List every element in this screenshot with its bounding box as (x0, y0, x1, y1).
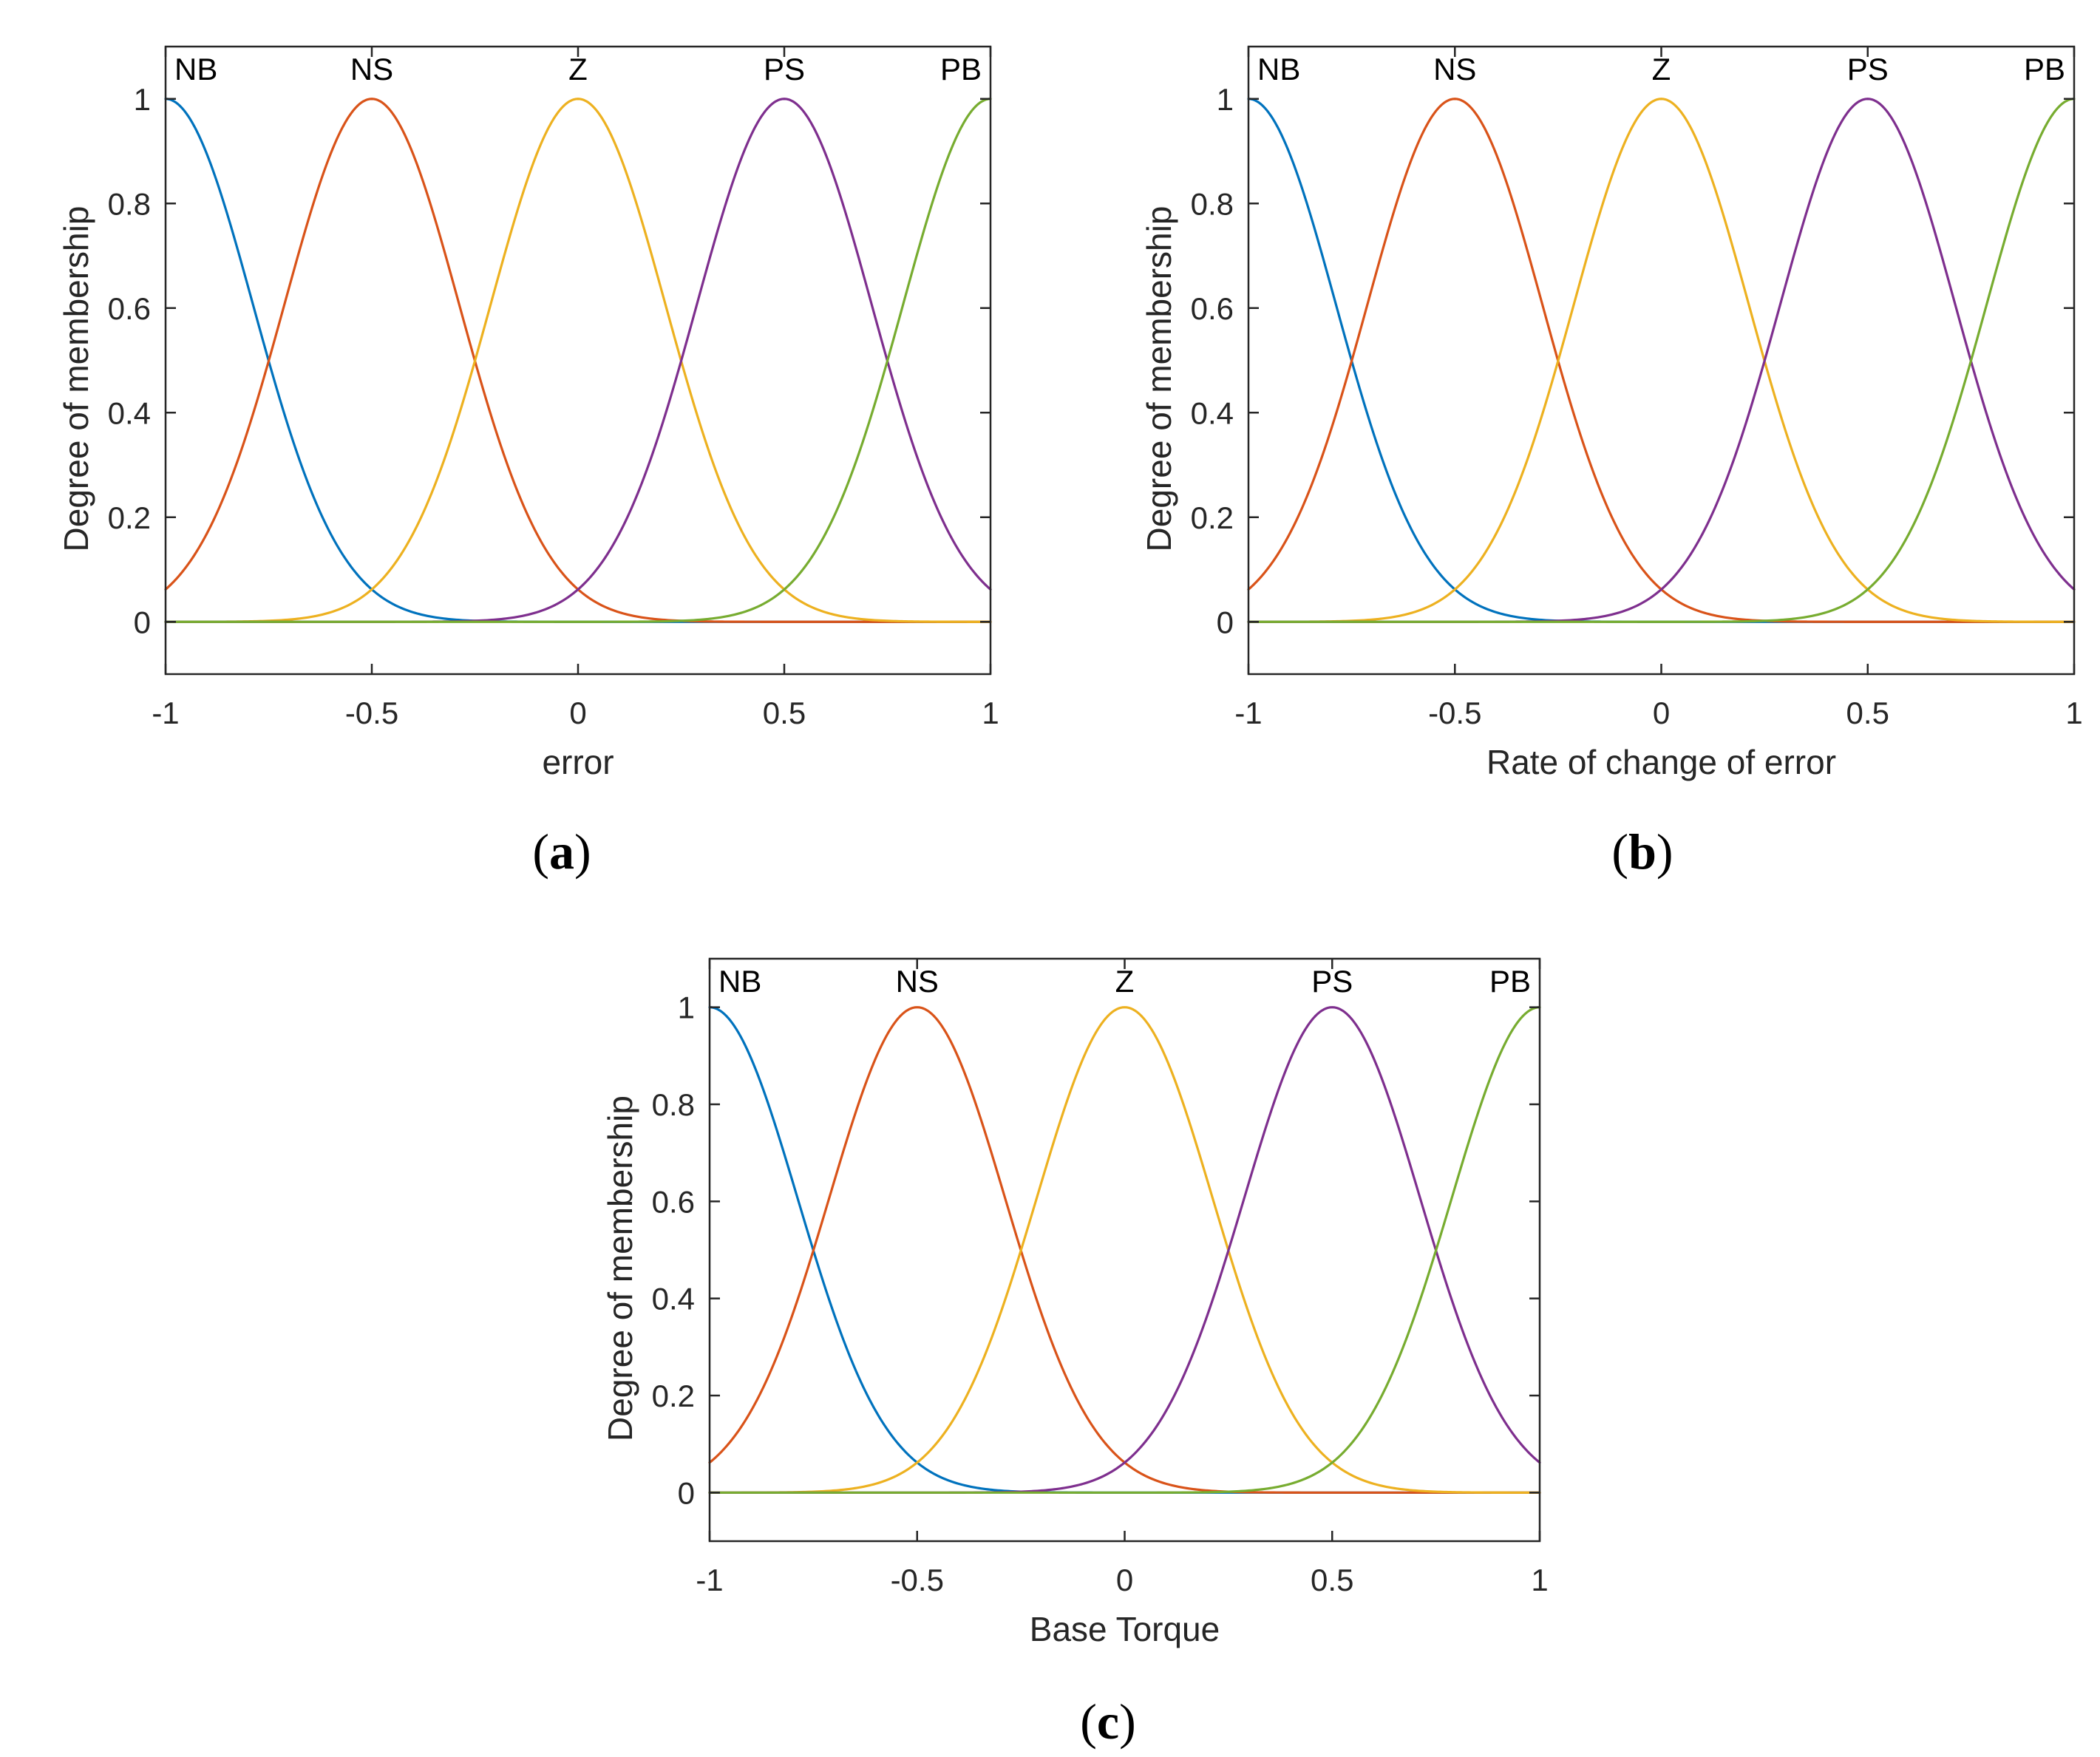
panel-b-axes-frame (1247, 45, 2076, 676)
panel-c-xtick-label: -1 (696, 1563, 723, 1597)
panel-b-xtick-label: 1 (2065, 696, 2082, 730)
panel-c-ytick-label: 0.6 (652, 1184, 695, 1219)
panel-b-xtick-label: 0.5 (1846, 696, 1889, 730)
panel-c-axes-frame (708, 957, 1541, 1543)
panel-b-mf-label-ns: NS (1433, 52, 1476, 86)
panel-a-xtick-label: 0 (569, 696, 586, 730)
panel-c-mf-label-ps: PS (1311, 964, 1353, 999)
panel-c-series-z-line (708, 1006, 1541, 1494)
panel-c-xtick-label: 1 (1531, 1563, 1548, 1597)
panel-a-series-pb-line (164, 98, 992, 623)
panel-b-mf-label-ps: PS (1847, 52, 1889, 86)
panel-c-xtick-label: 0.5 (1311, 1563, 1353, 1597)
panel-a-xtick-label: 0.5 (763, 696, 806, 730)
panel-c-x-axis-label: Base Torque (1030, 1610, 1220, 1648)
panel-b-ytick-label: 1 (1217, 82, 1234, 117)
panel-a-xtick-label: -1 (152, 696, 179, 730)
panel-a-xtick-label: 1 (982, 696, 999, 730)
panel-a-ytick-label: 0.8 (108, 186, 151, 221)
panel-c-ytick-label: 1 (678, 990, 695, 1025)
panel-b-series-ns-line (1247, 98, 2076, 623)
panel-a-mf-label-pb: PB (940, 52, 982, 86)
panel-a-series-nb-line (164, 98, 992, 623)
panel-b-ytick-label: 0 (1217, 605, 1234, 639)
panel-a-ytick-label: 1 (134, 82, 151, 117)
panel-b-xtick-label: 0 (1653, 696, 1670, 730)
panel-c-ytick-label: 0 (678, 1475, 695, 1510)
panel-a-x-axis-label: error (542, 743, 614, 781)
panel-b-series-z-line (1247, 98, 2076, 623)
panel-c-ytick-label: 0.2 (652, 1379, 695, 1413)
panel-b-y-axis-label: Degree of membership (1140, 206, 1178, 552)
panel-b-ytick-label: 0.6 (1191, 291, 1234, 326)
panel-c-chart: -1 -0.5 0 0.5 1 0 0.2 0.4 0.6 0.8 1 NB NS Z PS PB Base T… (601, 957, 1549, 1750)
panel-c-mf-label-pb: PB (1489, 964, 1531, 999)
panel-a-ytick-label: 0.6 (108, 291, 151, 326)
panel-a-mf-label-ns: NS (350, 52, 393, 86)
panel-b-chart: -1 -0.5 0 0.5 1 0 0.2 0.4 0.6 0.8 1 NB NS Z PS PB Rate o… (1140, 45, 2083, 880)
panel-b-xtick-label: -0.5 (1428, 696, 1481, 730)
panel-c-y-axis-label: Degree of membership (601, 1095, 639, 1441)
panel-a-mf-label-nb: NB (174, 52, 217, 86)
panel-b-ytick-label: 0.2 (1191, 500, 1234, 535)
panel-b-x-axis-label: Rate of change of error (1486, 743, 1836, 781)
panel-b-mf-label-nb: NB (1257, 52, 1300, 86)
panel-c-mf-label-z: Z (1115, 964, 1135, 999)
panel-b-ytick-label: 0.8 (1191, 186, 1234, 221)
panel-c-mf-label-nb: NB (718, 964, 761, 999)
panel-a-axes-frame (164, 45, 992, 676)
panel-b-mf-label-z: Z (1652, 52, 1671, 86)
panel-a-ytick-label: 0 (134, 605, 151, 639)
panel-b-mf-label-pb: PB (2024, 52, 2065, 86)
panel-b-series-ps-line (1247, 98, 2076, 623)
panel-a-mf-label-z: Z (568, 52, 588, 86)
panel-b-series-nb-line (1247, 98, 2076, 623)
panel-a-series-z-line (164, 98, 992, 623)
panel-a-caption: (a) (532, 823, 591, 880)
panel-b-ytick-label: 0.4 (1191, 395, 1234, 430)
panel-a-series-ps-line (164, 98, 992, 623)
panel-c-ytick-label: 0.4 (652, 1282, 695, 1316)
panel-c-ytick-label: 0.8 (652, 1087, 695, 1122)
panel-c-caption: (c) (1080, 1693, 1136, 1750)
panel-c-series-ps-line (708, 1006, 1541, 1494)
panel-a-ytick-label: 0.2 (108, 500, 151, 535)
panel-c-xtick-label: 0 (1116, 1563, 1133, 1597)
panel-b-series-pb-line (1247, 98, 2076, 623)
panel-c-mf-label-ns: NS (896, 964, 939, 999)
panel-c-xtick-label: -0.5 (891, 1563, 944, 1597)
panel-a-chart: -1 -0.5 0 0.5 1 0 0.2 0.4 0.6 0.8 1 NB NS Z PS PB error D… (57, 45, 999, 880)
panel-a-series-ns-line (164, 98, 992, 623)
panel-c-series-nb-line (708, 1006, 1541, 1494)
panel-b-xtick-label: -1 (1234, 696, 1262, 730)
panel-a-y-axis-label: Degree of membership (57, 206, 95, 552)
panel-c-series-ns-line (708, 1006, 1541, 1494)
panel-a-xtick-label: -0.5 (345, 696, 398, 730)
panel-c-series-pb-line (708, 1006, 1541, 1494)
panel-b-caption: (b) (1611, 823, 1673, 880)
panel-a-ytick-label: 0.4 (108, 395, 151, 430)
panel-a-mf-label-ps: PS (764, 52, 805, 86)
